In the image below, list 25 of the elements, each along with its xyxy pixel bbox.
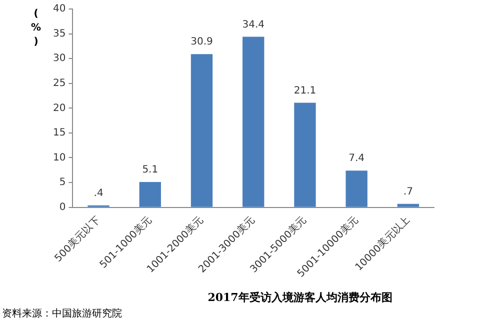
bar xyxy=(397,204,420,207)
bar xyxy=(346,170,368,207)
data-label: 30.9 xyxy=(190,36,213,48)
y-tick-label: 40 xyxy=(52,4,66,15)
data-label: 34.4 xyxy=(242,19,264,30)
bar xyxy=(139,182,161,207)
y-tick-label: 30 xyxy=(52,53,66,64)
y-tick-label: 0 xyxy=(59,202,66,213)
bar xyxy=(242,36,264,207)
bar xyxy=(190,54,213,207)
text: 2017年受访入境游客人均消费分布图 xyxy=(208,290,392,304)
text: 资料来源：中国旅游研究院 xyxy=(2,308,122,320)
y-tick-label: 15 xyxy=(52,128,66,139)
y-tick-label: 20 xyxy=(52,102,66,114)
y-tick-label: 25 xyxy=(52,78,66,89)
y-tick-label: 35 xyxy=(52,28,66,40)
data-label: 7.4 xyxy=(348,153,365,164)
data-label: 5.1 xyxy=(142,164,158,176)
data-label: .7 xyxy=(403,186,413,198)
bar xyxy=(294,102,316,207)
data-label: .4 xyxy=(94,188,104,199)
y-tick-label: 5 xyxy=(59,177,66,188)
y-tick-label: 10 xyxy=(52,152,66,164)
y-axis-title: (%) xyxy=(30,8,42,48)
data-label: 21.1 xyxy=(294,85,316,96)
